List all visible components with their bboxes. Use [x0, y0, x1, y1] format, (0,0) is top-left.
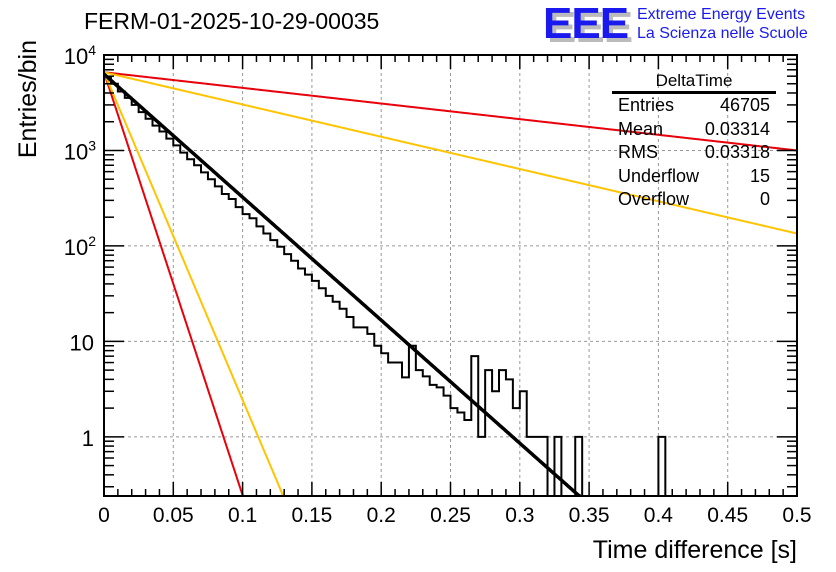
stats-row-entries: Entries 46705 [612, 94, 776, 118]
x-tick-label: 0.15 [291, 504, 332, 527]
stats-label: Entries [618, 95, 675, 115]
x-tick-label: 0.05 [153, 504, 194, 527]
y-tick-label: 103 [64, 137, 96, 164]
stats-label: Underflow [618, 165, 700, 186]
stats-label: RMS [618, 142, 658, 162]
curve-red-shallow [104, 71, 797, 152]
histogram-outline [104, 75, 797, 496]
stats-row-underflow: Underflow 15 [612, 165, 776, 189]
x-tick-label: 0 [98, 504, 110, 527]
logo-line1: Extreme Energy Events [637, 6, 806, 23]
logo-mark: EEE [543, 0, 629, 48]
stats-title: DeltaTime [612, 71, 776, 94]
chart-title: FERM-01-2025-10-29-00035 [84, 8, 380, 34]
curve-yellow-shallow [104, 71, 797, 235]
x-tick-label: 0.1 [228, 504, 257, 527]
curve-red-steep [104, 71, 245, 496]
x-tick-label: 0.2 [367, 504, 396, 527]
logo-line2: La Scienza nelle Scuole [637, 25, 808, 42]
stats-label: Mean [618, 118, 664, 139]
y-tick-label: 104 [64, 42, 96, 69]
stats-box: DeltaTime Entries 46705 Mean 0.03314 RMS 0.… [612, 71, 776, 212]
stats-value: 15 [749, 165, 770, 186]
stats-row-rms: RMS 0.03318 [612, 141, 776, 165]
stats-value: 0.03314 [704, 118, 770, 139]
x-tick-label: 0.35 [569, 504, 610, 527]
y-tick-label: 102 [64, 233, 96, 260]
curve-fit [104, 72, 581, 496]
x-tick-label: 0.25 [430, 504, 471, 527]
stats-value: 0.03318 [704, 142, 770, 162]
y-tick-label: 10 [70, 330, 94, 355]
x-tick-label: 0.4 [644, 504, 674, 527]
stats-value: 46705 [719, 95, 770, 115]
histogram [104, 71, 797, 496]
stats-label: Overflow [618, 189, 690, 209]
y-tick-label: 1 [82, 426, 94, 451]
curve-yellow-steep [104, 71, 285, 496]
eee-logo: EEE Extreme Energy Events La Scienza nel… [543, 0, 833, 48]
y-axis-label: Entries/bin [14, 40, 42, 158]
stats-value: 0 [759, 189, 770, 209]
x-axis-label: Time difference [s] [593, 536, 797, 564]
x-tick-label: 0.45 [707, 504, 748, 527]
x-tick-label: 0.5 [782, 504, 811, 527]
x-tick-label: 0.3 [505, 504, 534, 527]
stats-row-overflow: Overflow 0 [612, 188, 776, 212]
stats-row-mean: Mean 0.03314 [612, 118, 776, 142]
